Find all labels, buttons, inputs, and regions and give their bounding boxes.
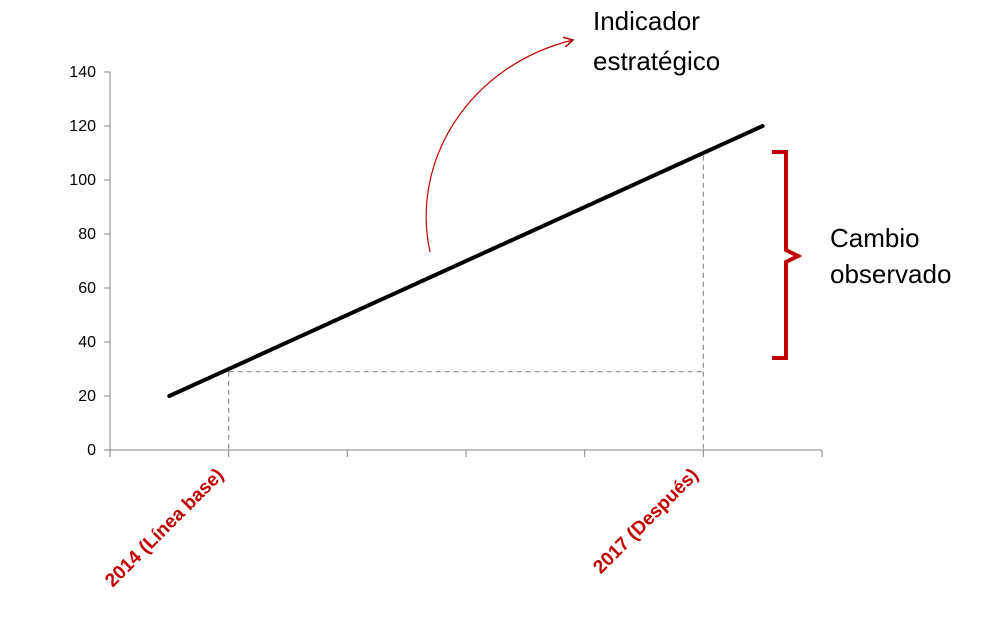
reference-lines — [228, 155, 704, 450]
x-category-label: 2014 (Línea base) — [101, 465, 228, 592]
y-tick-label: 0 — [87, 442, 96, 459]
series-layer — [167, 124, 765, 398]
indicator-label-line-1: Indicador — [593, 6, 700, 36]
y-tick-label: 60 — [78, 280, 96, 297]
y-tick-label: 100 — [69, 172, 96, 189]
y-axis: 0 20 40 60 80 100 120 140 — [69, 64, 111, 459]
y-tick-label: 80 — [78, 226, 96, 243]
change-label-line-1: Cambio — [830, 223, 920, 253]
category-labels: 2014 (Línea base) 2017 (Después) — [101, 465, 703, 592]
y-tick-label: 40 — [78, 334, 96, 351]
change-label-line-2: observado — [830, 259, 951, 289]
y-tick-label: 120 — [69, 118, 96, 135]
change-bracket — [772, 150, 803, 360]
indicator-arrow — [425, 36, 575, 253]
indicator-label: Indicador estratégico — [593, 6, 720, 76]
indicator-label-line-2: estratégico — [593, 46, 720, 76]
y-tick-label: 20 — [78, 388, 96, 405]
change-label: Cambio observado — [830, 223, 951, 289]
x-ticks — [109, 450, 823, 457]
y-ticks: 0 20 40 60 80 100 120 140 — [69, 64, 110, 459]
x-axis — [109, 449, 823, 457]
y-tick-label: 140 — [69, 64, 96, 81]
x-category-label: 2017 (Después) — [589, 465, 702, 578]
series-line — [167, 124, 765, 398]
